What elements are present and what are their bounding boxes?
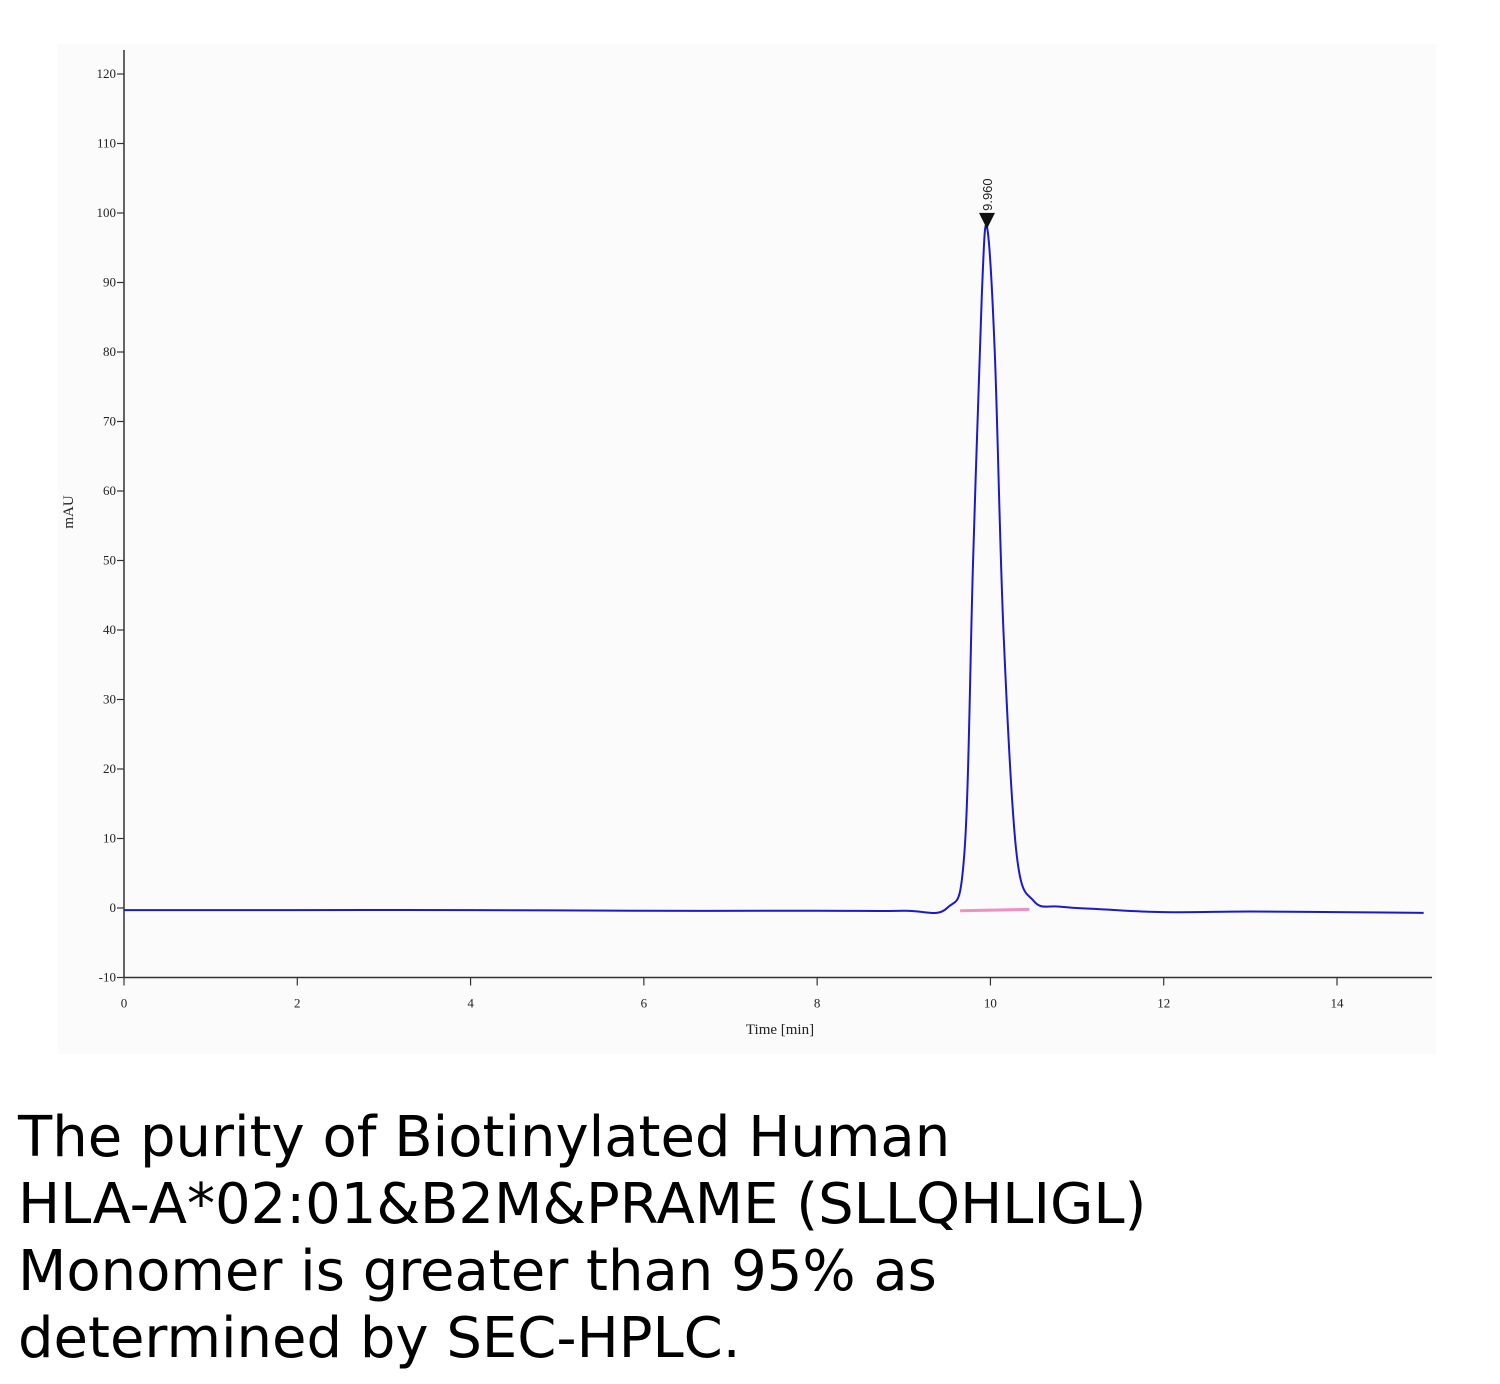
x-tick-label: 0 (121, 996, 128, 1011)
integration-baseline (960, 907, 1030, 913)
y-axis-ticks: -10 0 10 20 30 40 50 60 70 80 90 100 110 120 (97, 66, 124, 985)
caption-line: Monomer is greater than 95% as (18, 1239, 937, 1304)
peak-annotations: 9.960 (978, 178, 995, 229)
y-tick-label: 30 (103, 692, 116, 707)
y-tick-label: 80 (103, 344, 116, 359)
x-tick-label: 10 (984, 996, 997, 1011)
y-tick-label: 100 (97, 205, 117, 220)
hplc-chromatogram: -10 0 10 20 30 40 50 60 70 80 90 100 110 120 0 2 4 6 8 10 1… (61, 50, 1432, 1038)
y-axis-label: mAU (61, 495, 77, 529)
chart-panel (58, 44, 1436, 1054)
y-tick-label: 60 (103, 483, 116, 498)
y-tick-label: 40 (103, 622, 116, 637)
x-tick-label: 2 (294, 996, 301, 1011)
y-tick-label: 10 (103, 831, 116, 846)
caption-line: HLA-A*02:01&B2M&PRAME (SLLQHLIGL) (18, 1172, 1147, 1237)
series-layer (124, 224, 1424, 915)
chromatogram-trace (124, 224, 1424, 915)
purity-caption: The purity of Biotinylated Human HLA-A*0… (18, 1104, 1478, 1372)
x-tick-label: 12 (1157, 996, 1170, 1011)
y-tick-label: 0 (110, 900, 117, 915)
y-tick-label: 110 (97, 136, 116, 151)
y-tick-label: 70 (103, 414, 116, 429)
y-tick-label: 120 (97, 66, 117, 81)
x-tick-label: 6 (641, 996, 648, 1011)
peak-label: 9.960 (980, 178, 995, 211)
x-axis-ticks: 0 2 4 6 8 10 12 14 (121, 977, 1345, 1011)
caption-line: The purity of Biotinylated Human (18, 1105, 951, 1170)
y-tick-label: -10 (99, 970, 116, 985)
caption-line: determined by SEC-HPLC. (18, 1306, 741, 1371)
x-axis-label: Time [min] (746, 1022, 814, 1038)
chart-axes (123, 50, 1432, 979)
x-tick-label: 14 (1331, 996, 1345, 1011)
y-tick-label: 90 (103, 275, 116, 290)
x-tick-label: 8 (814, 996, 821, 1011)
x-tick-label: 4 (467, 996, 474, 1011)
peak-marker (978, 212, 995, 229)
y-tick-label: 50 (103, 553, 116, 568)
y-tick-label: 20 (103, 761, 116, 776)
